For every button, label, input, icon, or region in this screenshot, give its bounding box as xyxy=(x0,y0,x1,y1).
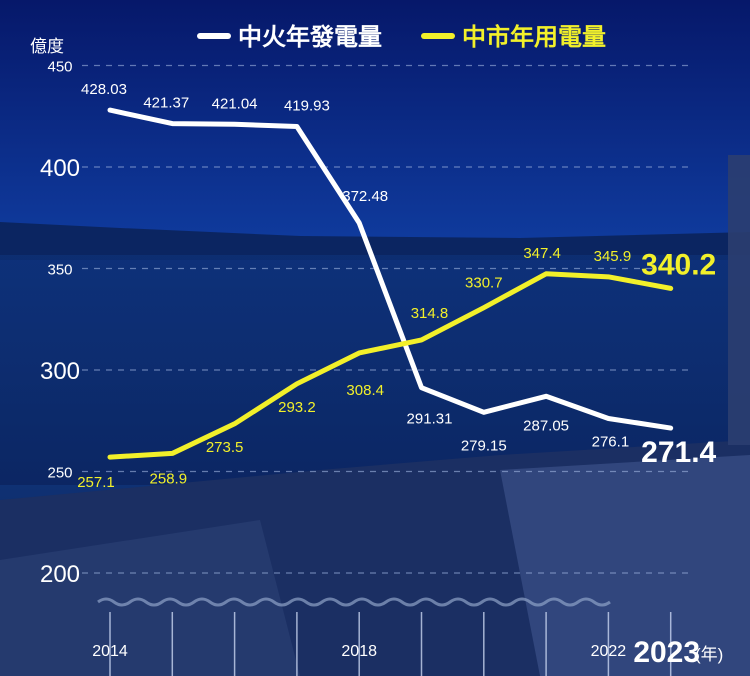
y-tick-label: 450 xyxy=(47,59,72,76)
background-tower xyxy=(728,155,750,445)
data-label-consumption: 330.7 xyxy=(465,275,503,292)
data-label-generation: 287.05 xyxy=(523,417,569,434)
x-tick-label: 2014 xyxy=(92,643,128,660)
data-label-generation: 279.15 xyxy=(461,437,507,454)
y-tick-label: 300 xyxy=(40,358,80,385)
data-label-consumption: 345.9 xyxy=(594,248,632,265)
data-label-generation: 421.04 xyxy=(212,95,258,112)
data-label-generation: 291.31 xyxy=(407,411,453,428)
legend-label-consumption: 中市年用電量 xyxy=(462,23,606,51)
data-label-consumption: 340.2 xyxy=(641,248,716,281)
y-tick-label: 200 xyxy=(40,561,80,588)
x-axis-unit: (年) xyxy=(695,645,723,664)
data-label-consumption: 258.9 xyxy=(150,470,188,487)
y-tick-label: 350 xyxy=(47,262,72,279)
data-label-generation: 428.03 xyxy=(81,81,127,98)
background-hills xyxy=(0,222,750,260)
x-tick-label: 2023 xyxy=(633,636,700,669)
data-label-consumption: 273.5 xyxy=(206,439,244,456)
series-line-generation xyxy=(107,107,674,431)
y-axis-title: 億度 xyxy=(30,37,64,56)
data-label-consumption: 347.4 xyxy=(523,245,561,262)
x-tick-label: 2018 xyxy=(341,643,377,660)
data-label-generation: 421.37 xyxy=(143,95,189,112)
data-label-consumption: 293.2 xyxy=(278,399,316,416)
series-line-consumption xyxy=(107,271,674,460)
data-label-generation: 271.4 xyxy=(641,436,716,469)
data-label-generation: 276.1 xyxy=(592,434,630,451)
data-label-generation: 419.93 xyxy=(284,98,330,115)
x-tick-label: 2022 xyxy=(591,643,627,660)
data-label-consumption: 314.8 xyxy=(411,305,449,322)
legend-label-generation: 中火年發電量 xyxy=(238,23,382,51)
background-building-right xyxy=(500,455,750,676)
axis-break-wave xyxy=(97,597,611,607)
y-tick-label: 250 xyxy=(47,465,72,482)
legend: 中火年發電量 中市年用電量 xyxy=(197,23,606,51)
data-label-consumption: 257.1 xyxy=(77,474,115,491)
data-label-consumption: 308.4 xyxy=(346,382,384,399)
background-building-left xyxy=(0,520,300,676)
y-tick-label: 400 xyxy=(40,155,80,182)
data-label-generation: 372.48 xyxy=(342,188,388,205)
